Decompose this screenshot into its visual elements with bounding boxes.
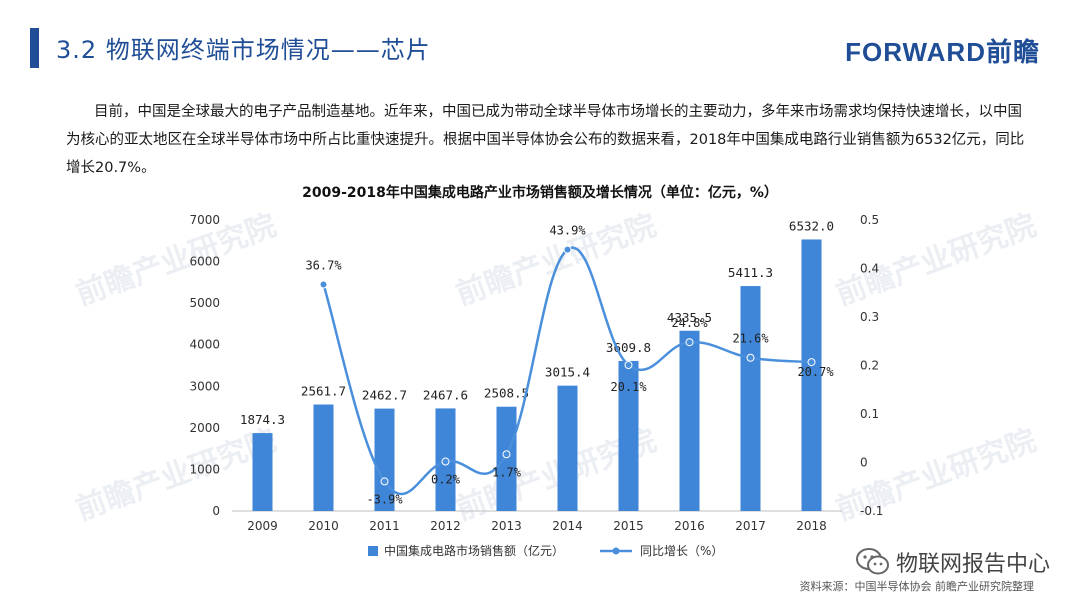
title-accent-bar — [30, 28, 39, 68]
legend-bar-label: 中国集成电路市场销售额（亿元） — [384, 543, 564, 558]
legend-line-label: 同比增长（%） — [640, 544, 723, 558]
forward-logo: FORWARD前瞻 — [845, 37, 1040, 67]
growth-point — [380, 477, 389, 486]
legend-bar-swatch — [368, 546, 378, 556]
bar-data-label: 2561.7 — [301, 384, 346, 399]
bar — [801, 239, 822, 511]
bar-data-labels: 1874.3 2561.7 2462.7 2467.6 2508.5 3015.4 3609… — [240, 218, 834, 427]
bar — [740, 286, 761, 511]
growth-point — [319, 280, 328, 289]
bar — [618, 360, 639, 511]
growth-data-label: 24.8% — [671, 316, 708, 330]
y-left-tick-label: 2000 — [189, 421, 220, 435]
growth-point — [441, 457, 450, 466]
x-axis: 2009 2010 2011 2012 2013 2014 2015 2016 2017 2018 — [247, 519, 827, 533]
y-left-axis: 0 1000 2000 3000 4000 5000 6000 7000 — [189, 213, 220, 518]
legend-line-marker — [612, 547, 620, 555]
x-tick-label: 2009 — [247, 519, 278, 533]
x-tick-label: 2015 — [613, 519, 644, 533]
chart-title: 2009-2018年中国集成电路产业市场销售额及增长情况（单位：亿元，%） — [302, 185, 778, 201]
x-tick-label: 2011 — [369, 519, 400, 533]
bar — [374, 408, 395, 511]
y-right-tick-label: 0.4 — [860, 262, 879, 276]
y-left-tick-label: 6000 — [189, 255, 220, 269]
y-left-tick-label: 0 — [212, 504, 220, 518]
bar-series — [252, 239, 822, 511]
growth-data-label: 20.7% — [797, 365, 834, 379]
growth-data-label: 21.6% — [732, 332, 769, 346]
bar — [313, 404, 334, 511]
y-left-tick-label: 1000 — [189, 462, 220, 476]
x-tick-label: 2014 — [552, 519, 583, 533]
bar — [557, 385, 578, 511]
bar-data-label: 3015.4 — [545, 365, 590, 380]
source-note: 资料来源：中国半导体协会 前瞻产业研究院整理 — [799, 580, 1035, 593]
growth-point — [746, 353, 755, 362]
y-right-tick-label: 0.2 — [860, 359, 879, 373]
growth-data-label: -3.9% — [366, 492, 403, 506]
growth-data-label: 20.1% — [610, 380, 647, 394]
growth-data-labels: 36.7% -3.9% 0.2% 1.7% 43.9% 20.1% 24.8% 21.6% 20… — [305, 224, 834, 507]
growth-point — [624, 361, 633, 370]
y-left-tick-label: 7000 — [189, 213, 220, 227]
bar-data-label: 3609.8 — [606, 340, 651, 355]
bar-data-label: 1874.3 — [240, 412, 285, 427]
wechat-account-name: 物联网报告中心 — [895, 552, 1050, 577]
bar-data-label: 2462.7 — [362, 388, 407, 403]
x-tick-label: 2018 — [796, 519, 827, 533]
x-tick-label: 2017 — [735, 519, 766, 533]
wechat-badge: 物联网报告中心 — [855, 546, 1050, 578]
bar-data-label: 4335.5 — [667, 310, 712, 325]
x-tick-label: 2016 — [674, 519, 705, 533]
growth-point — [685, 338, 694, 347]
growth-point — [502, 450, 511, 459]
growth-point — [563, 245, 572, 254]
bar-data-label: 5411.3 — [728, 265, 773, 280]
y-right-tick-label: 0.5 — [860, 213, 879, 227]
bar — [679, 330, 700, 511]
growth-data-label: 36.7% — [305, 259, 342, 273]
y-left-tick-label: 5000 — [189, 296, 220, 310]
bar-data-label: 2467.6 — [423, 387, 468, 402]
growth-data-label: 1.7% — [492, 465, 522, 479]
bar — [496, 406, 517, 511]
y-right-tick-label: 0 — [860, 456, 868, 470]
bar-data-label: 2508.5 — [484, 386, 529, 401]
growth-data-label: 0.2% — [431, 473, 461, 487]
growth-points — [319, 245, 816, 486]
growth-point — [807, 358, 816, 367]
legend: 中国集成电路市场销售额（亿元） 同比增长（%） — [368, 543, 723, 558]
y-right-axis: -0.1 0 0.1 0.2 0.3 0.4 0.5 — [860, 213, 883, 518]
x-tick-label: 2013 — [491, 519, 522, 533]
y-left-tick-label: 4000 — [189, 338, 220, 352]
x-tick-label: 2010 — [308, 519, 339, 533]
intro-paragraph: 目前，中国是全球最大的电子产品制造基地。近年来，中国已成为带动全球半导体市场增长… — [66, 104, 1025, 176]
y-right-tick-label: -0.1 — [860, 504, 883, 518]
y-left-tick-label: 3000 — [189, 379, 220, 393]
bar-data-label: 6532.0 — [789, 218, 834, 233]
growth-data-label: 43.9% — [549, 224, 586, 238]
x-tick-label: 2012 — [430, 519, 461, 533]
wechat-icon — [855, 548, 889, 575]
y-right-tick-label: 0.3 — [860, 310, 879, 324]
y-right-tick-label: 0.1 — [860, 407, 879, 421]
bar — [252, 433, 273, 511]
page-title: 3.2 物联网终端市场情况——芯片 — [56, 36, 431, 64]
